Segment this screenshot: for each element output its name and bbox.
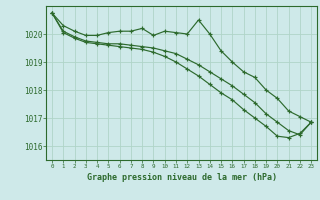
X-axis label: Graphe pression niveau de la mer (hPa): Graphe pression niveau de la mer (hPa) (87, 173, 276, 182)
